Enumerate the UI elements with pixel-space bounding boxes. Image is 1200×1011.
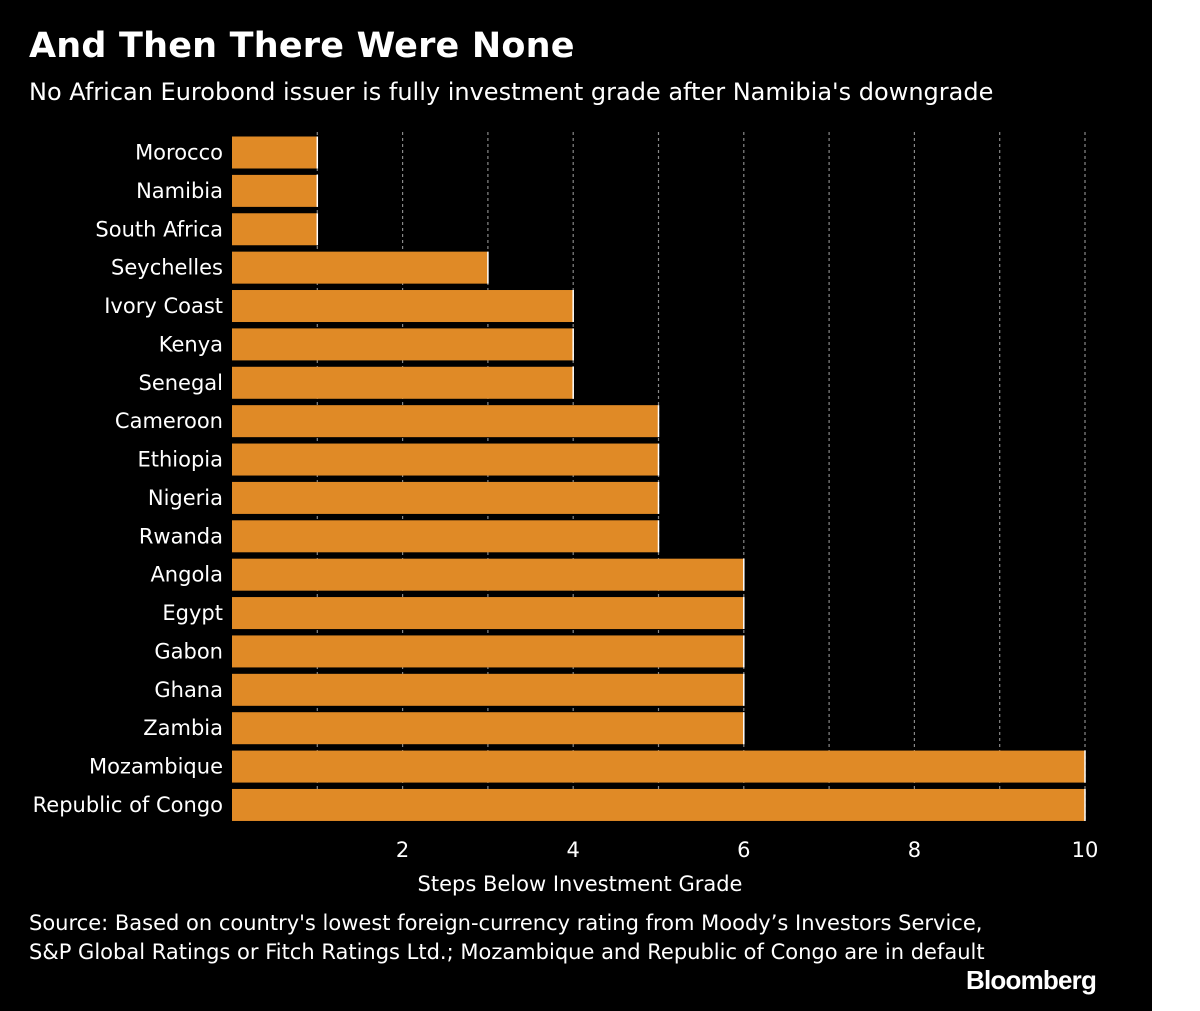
gridlines (316, 132, 1086, 822)
category-label: Republic of Congo (33, 793, 223, 817)
category-label: Ghana (154, 678, 223, 702)
category-label: Ivory Coast (104, 294, 223, 318)
bar (232, 443, 659, 476)
bar (232, 405, 659, 438)
bar (232, 213, 318, 246)
category-label: Gabon (154, 639, 223, 663)
bar (232, 520, 659, 553)
x-axis-title: Steps Below Investment Grade (418, 872, 743, 896)
category-label: Namibia (136, 179, 223, 203)
category-label: Seychelles (111, 256, 223, 280)
category-labels: Morocco Namibia South Africa Seychelles Ivor… (33, 141, 223, 817)
source-note: Source: Based on country's lowest foreig… (29, 911, 985, 964)
x-tick-label: 10 (1072, 838, 1099, 862)
x-tick-label: 6 (737, 838, 750, 862)
bars (232, 136, 1086, 821)
bar (232, 673, 744, 706)
category-label: Nigeria (148, 486, 223, 510)
bar (232, 251, 488, 284)
category-label: Morocco (135, 141, 223, 165)
category-label: Cameroon (115, 409, 223, 433)
category-label: Ethiopia (137, 448, 223, 472)
bar-chart: Morocco Namibia South Africa Seychelles Ivor… (33, 132, 1098, 896)
x-tick-label: 2 (396, 838, 409, 862)
category-label: Mozambique (89, 755, 223, 779)
category-label: Kenya (159, 332, 223, 356)
bar (232, 366, 574, 399)
chart-subtitle: No African Eurobond issuer is fully inve… (29, 78, 994, 106)
bar (232, 328, 574, 361)
category-label: Egypt (162, 601, 223, 625)
bar (232, 635, 744, 668)
bar (232, 290, 574, 323)
bar (232, 750, 1085, 783)
bar (232, 558, 744, 591)
chart-canvas: And Then There Were None No African Euro… (0, 0, 1152, 1011)
chart-title: And Then There Were None (29, 26, 575, 66)
category-label: Zambia (143, 716, 223, 740)
category-label: South Africa (95, 217, 223, 241)
bar (232, 136, 318, 169)
bar (232, 597, 744, 630)
bar (232, 481, 659, 514)
category-label: Angola (150, 563, 223, 587)
x-tick-label: 4 (567, 838, 580, 862)
category-label: Senegal (138, 371, 223, 395)
bar (232, 174, 318, 207)
bar (232, 712, 744, 745)
bloomberg-logo: Bloomberg (966, 965, 1097, 995)
x-tick-label: 8 (908, 838, 921, 862)
category-label: Rwanda (139, 524, 223, 548)
bar (232, 788, 1085, 821)
x-tick-labels: 2 4 6 8 10 (396, 838, 1098, 862)
